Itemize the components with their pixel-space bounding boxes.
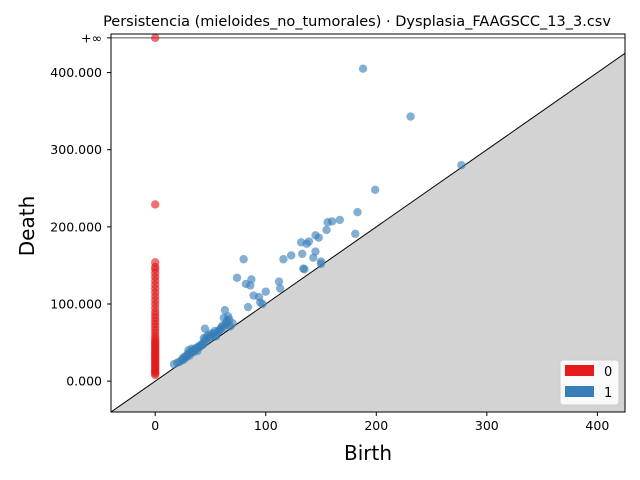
point-dim1 (406, 112, 415, 121)
point-dim1 (351, 229, 360, 238)
point-dim1 (261, 287, 270, 296)
y-tick-label: 100.000 (50, 297, 102, 312)
point-dim0 (151, 200, 160, 209)
y-tick-label: 0.000 (66, 374, 102, 389)
infinite-point-dim0 (151, 34, 160, 43)
point-dim1 (311, 247, 320, 256)
y-tick-label: 300.000 (50, 142, 102, 157)
point-dim1 (298, 249, 307, 259)
point-dim1 (358, 64, 368, 73)
x-tick-label: 200 (364, 418, 388, 433)
plot-frame (110, 33, 626, 413)
point-dim1 (239, 255, 248, 264)
chart-title: Persistencia (mieloides_no_tumorales) · … (103, 14, 611, 30)
point-dim0 (151, 258, 160, 267)
x-axis-label: Birth (344, 441, 392, 465)
points-layer (151, 34, 466, 380)
point-dim1 (370, 185, 380, 195)
point-dim1 (274, 277, 284, 286)
x-tick-label: 100 (254, 418, 278, 433)
point-dim1 (232, 273, 242, 282)
point-dim1 (322, 225, 331, 235)
point-dim1 (243, 302, 253, 312)
point-dim1 (279, 255, 288, 264)
x-tick-label: 400 (585, 418, 609, 433)
point-dim1 (286, 251, 296, 260)
legend: 0 1 (559, 359, 620, 406)
y-tick-label: 400.000 (50, 65, 102, 80)
infinity-tick-label: +∞ (81, 30, 102, 45)
point-dim1 (353, 208, 362, 217)
point-dim1 (304, 237, 314, 246)
point-dim1 (247, 275, 256, 284)
y-axis-ticks: 0.000 100.000 200.000 300.000 400.000 (50, 37, 111, 389)
point-dim1 (220, 305, 230, 315)
legend-label-0: 0 (604, 365, 612, 380)
legend-swatch-0 (565, 365, 594, 376)
point-dim1 (228, 319, 237, 328)
point-dim1 (275, 284, 285, 293)
point-dim1 (258, 299, 267, 309)
legend-swatch-1 (565, 386, 594, 397)
x-tick-label: 300 (475, 418, 499, 433)
plot-area (111, 34, 625, 412)
point-dim1 (200, 324, 210, 333)
x-axis-ticks: 0 100 200 300 400 (151, 412, 609, 433)
point-dim1 (457, 160, 466, 170)
x-tick-label: 0 (151, 418, 159, 433)
legend-label-1: 1 (604, 386, 612, 401)
point-dim1 (335, 215, 345, 225)
point-dim1 (300, 265, 309, 274)
point-dim1 (316, 259, 326, 269)
y-tick-label: 200.000 (50, 219, 102, 234)
point-dim1 (314, 233, 324, 242)
y-axis-label: Death (15, 196, 39, 256)
point-dim1 (327, 217, 337, 226)
